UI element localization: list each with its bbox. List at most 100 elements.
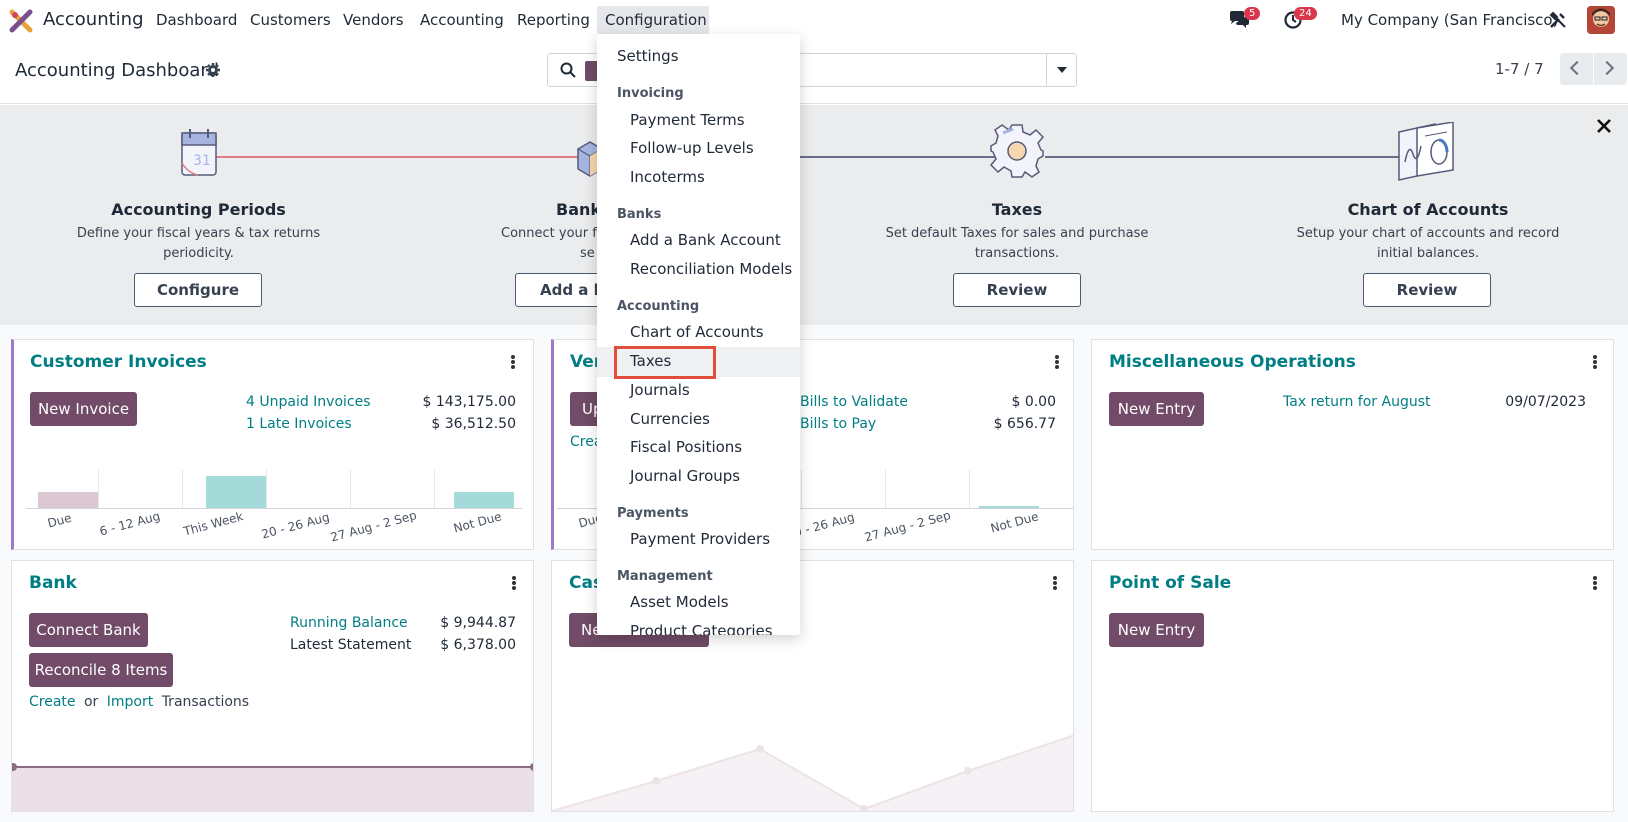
bills-to-validate-link[interactable]: Bills to Validate [800, 394, 908, 410]
close-onboarding-icon[interactable] [1597, 119, 1611, 133]
nav-accounting[interactable]: Accounting [420, 11, 504, 29]
step-title-periods: Accounting Periods [111, 200, 286, 219]
graph-point [530, 763, 533, 771]
pos-new-entry-button[interactable]: New Entry [1109, 613, 1204, 647]
card-title-pos[interactable]: Point of Sale [1109, 573, 1232, 593]
kebab-menu-icon[interactable] [511, 355, 515, 369]
gridline [350, 470, 351, 508]
bank-actions-line: Create or Import Transactions [29, 694, 249, 710]
running-balance-link[interactable]: Running Balance [290, 615, 408, 631]
app-name[interactable]: Accounting [43, 9, 144, 30]
create-transaction-link[interactable]: Create [29, 694, 76, 710]
latest-statement-amount: $ 6,378.00 [440, 637, 516, 653]
menu-item-chart-of-accounts[interactable]: Chart of Accounts [630, 323, 764, 341]
unpaid-invoices-link[interactable]: 4 Unpaid Invoices [246, 394, 371, 410]
onboarding-connector-2 [798, 156, 998, 158]
menu-item-follow-up-levels[interactable]: Follow-up Levels [630, 139, 754, 157]
graph-point [12, 763, 17, 771]
import-transaction-link[interactable]: Import [106, 694, 154, 710]
step-desc-taxes-2: transactions. [974, 246, 1060, 261]
configure-periods-button[interactable]: Configure [134, 273, 262, 307]
step-title-bank: Bank [556, 200, 602, 219]
taxes-gear-icon [989, 122, 1045, 180]
nav-reporting[interactable]: Reporting [517, 11, 590, 29]
card-title-vendor-bills[interactable]: Ver [570, 352, 603, 372]
x-tick: Not Due [989, 509, 1041, 536]
review-taxes-button[interactable]: Review [953, 273, 1081, 307]
menu-item-journal-groups[interactable]: Journal Groups [630, 467, 741, 485]
menu-item-incoterms[interactable]: Incoterms [630, 168, 705, 186]
gridline [969, 470, 970, 508]
activities-icon[interactable] [1283, 10, 1303, 30]
reconcile-items-button[interactable]: Reconcile 8 Items [29, 653, 173, 687]
menu-item-reconciliation-models[interactable]: Reconciliation Models [630, 260, 793, 278]
bills-to-pay-link[interactable]: Bills to Pay [800, 416, 877, 432]
x-tick: 6 - 12 Aug [98, 508, 162, 539]
nav-dashboard[interactable]: Dashboard [156, 11, 238, 29]
connect-bank-button[interactable]: Connect Bank [29, 613, 148, 647]
calendar-icon: 31 [180, 125, 218, 179]
menu-item-asset-models[interactable]: Asset Models [630, 593, 729, 611]
messages-icon[interactable] [1228, 10, 1252, 30]
taxes-highlight-box [614, 346, 716, 379]
card-title-customer-invoices[interactable]: Customer Invoices [30, 352, 207, 372]
bar-not-due[interactable] [454, 492, 514, 508]
kebab-menu-icon[interactable] [512, 576, 516, 590]
card-title-misc[interactable]: Miscellaneous Operations [1109, 352, 1356, 372]
late-invoices-link[interactable]: 1 Late Invoices [246, 416, 352, 432]
menu-item-payment-providers[interactable]: Payment Providers [630, 530, 771, 548]
menu-header-invoicing: Invoicing [617, 86, 684, 101]
cash-new-entry-label: Ne [581, 621, 602, 639]
new-invoice-button[interactable]: New Invoice [30, 392, 137, 426]
menu-item-taxes[interactable]: Taxes [630, 352, 672, 370]
menu-item-settings[interactable]: Settings [617, 47, 679, 65]
bills-to-pay-amount: $ 656.77 [993, 416, 1056, 432]
tax-return-link[interactable]: Tax return for August [1283, 394, 1431, 410]
create-bill-link[interactable]: Crea [570, 434, 603, 450]
bank-card: Bank Connect Bank Reconcile 8 Items Runn… [11, 560, 534, 812]
nav-vendors[interactable]: Vendors [343, 11, 404, 29]
menu-item-product-categories[interactable]: Product Categories [630, 622, 773, 635]
gridline [801, 470, 802, 508]
kebab-menu-icon[interactable] [1593, 355, 1597, 369]
card-title-bank[interactable]: Bank [29, 573, 77, 593]
filter-facet-icon[interactable] [585, 61, 599, 81]
customer-invoices-card: Customer Invoices New Invoice 4 Unpaid I… [11, 339, 534, 550]
dashboard-settings-gear-icon[interactable] [205, 62, 221, 78]
debug-tools-icon[interactable] [1549, 11, 1567, 29]
bar-this-week[interactable] [206, 476, 266, 508]
bar-due[interactable] [38, 492, 98, 508]
configuration-dropdown: Settings Invoicing Payment Terms Follow-… [597, 34, 800, 635]
nav-customers[interactable]: Customers [250, 11, 331, 29]
onboarding-panel: 31 Accounting Periods Define your fiscal… [0, 105, 1628, 325]
menu-header-banks: Banks [617, 207, 662, 222]
kebab-menu-icon[interactable] [1055, 355, 1059, 369]
gridline [434, 470, 435, 508]
search-options-toggle[interactable] [1046, 54, 1077, 86]
activities-badge: 24 [1294, 7, 1317, 20]
svg-text:31: 31 [193, 153, 211, 169]
pager-prev-button[interactable] [1560, 53, 1593, 85]
menu-item-taxes-row[interactable]: Taxes [597, 346, 800, 379]
control-panel: Accounting Dashboard 1-7 / 7 [0, 40, 1628, 104]
card-title-cash[interactable]: Cas [569, 573, 604, 593]
review-chart-button[interactable]: Review [1363, 273, 1491, 307]
app-logo-icon[interactable] [9, 9, 33, 33]
user-avatar[interactable] [1587, 6, 1615, 34]
pager-value[interactable]: 1-7 / 7 [1495, 60, 1544, 78]
menu-item-journals[interactable]: Journals [630, 381, 690, 399]
kebab-menu-icon[interactable] [1053, 576, 1057, 590]
onboarding-connector-1 [215, 156, 580, 158]
pager-next-button[interactable] [1594, 53, 1627, 85]
kebab-menu-icon[interactable] [1593, 576, 1597, 590]
company-switcher[interactable]: My Company (San Francisco) [1341, 11, 1559, 29]
menu-item-currencies[interactable]: Currencies [630, 410, 710, 428]
menu-item-fiscal-positions[interactable]: Fiscal Positions [630, 438, 743, 456]
running-balance-amount: $ 9,944.87 [440, 615, 516, 631]
menu-item-add-bank-account[interactable]: Add a Bank Account [630, 231, 781, 249]
late-invoices-amount: $ 36,512.50 [431, 416, 516, 432]
nav-configuration[interactable]: Configuration [597, 6, 709, 34]
misc-new-entry-button[interactable]: New Entry [1109, 392, 1204, 426]
bar-not-due[interactable] [979, 506, 1039, 508]
menu-item-payment-terms[interactable]: Payment Terms [630, 111, 745, 129]
